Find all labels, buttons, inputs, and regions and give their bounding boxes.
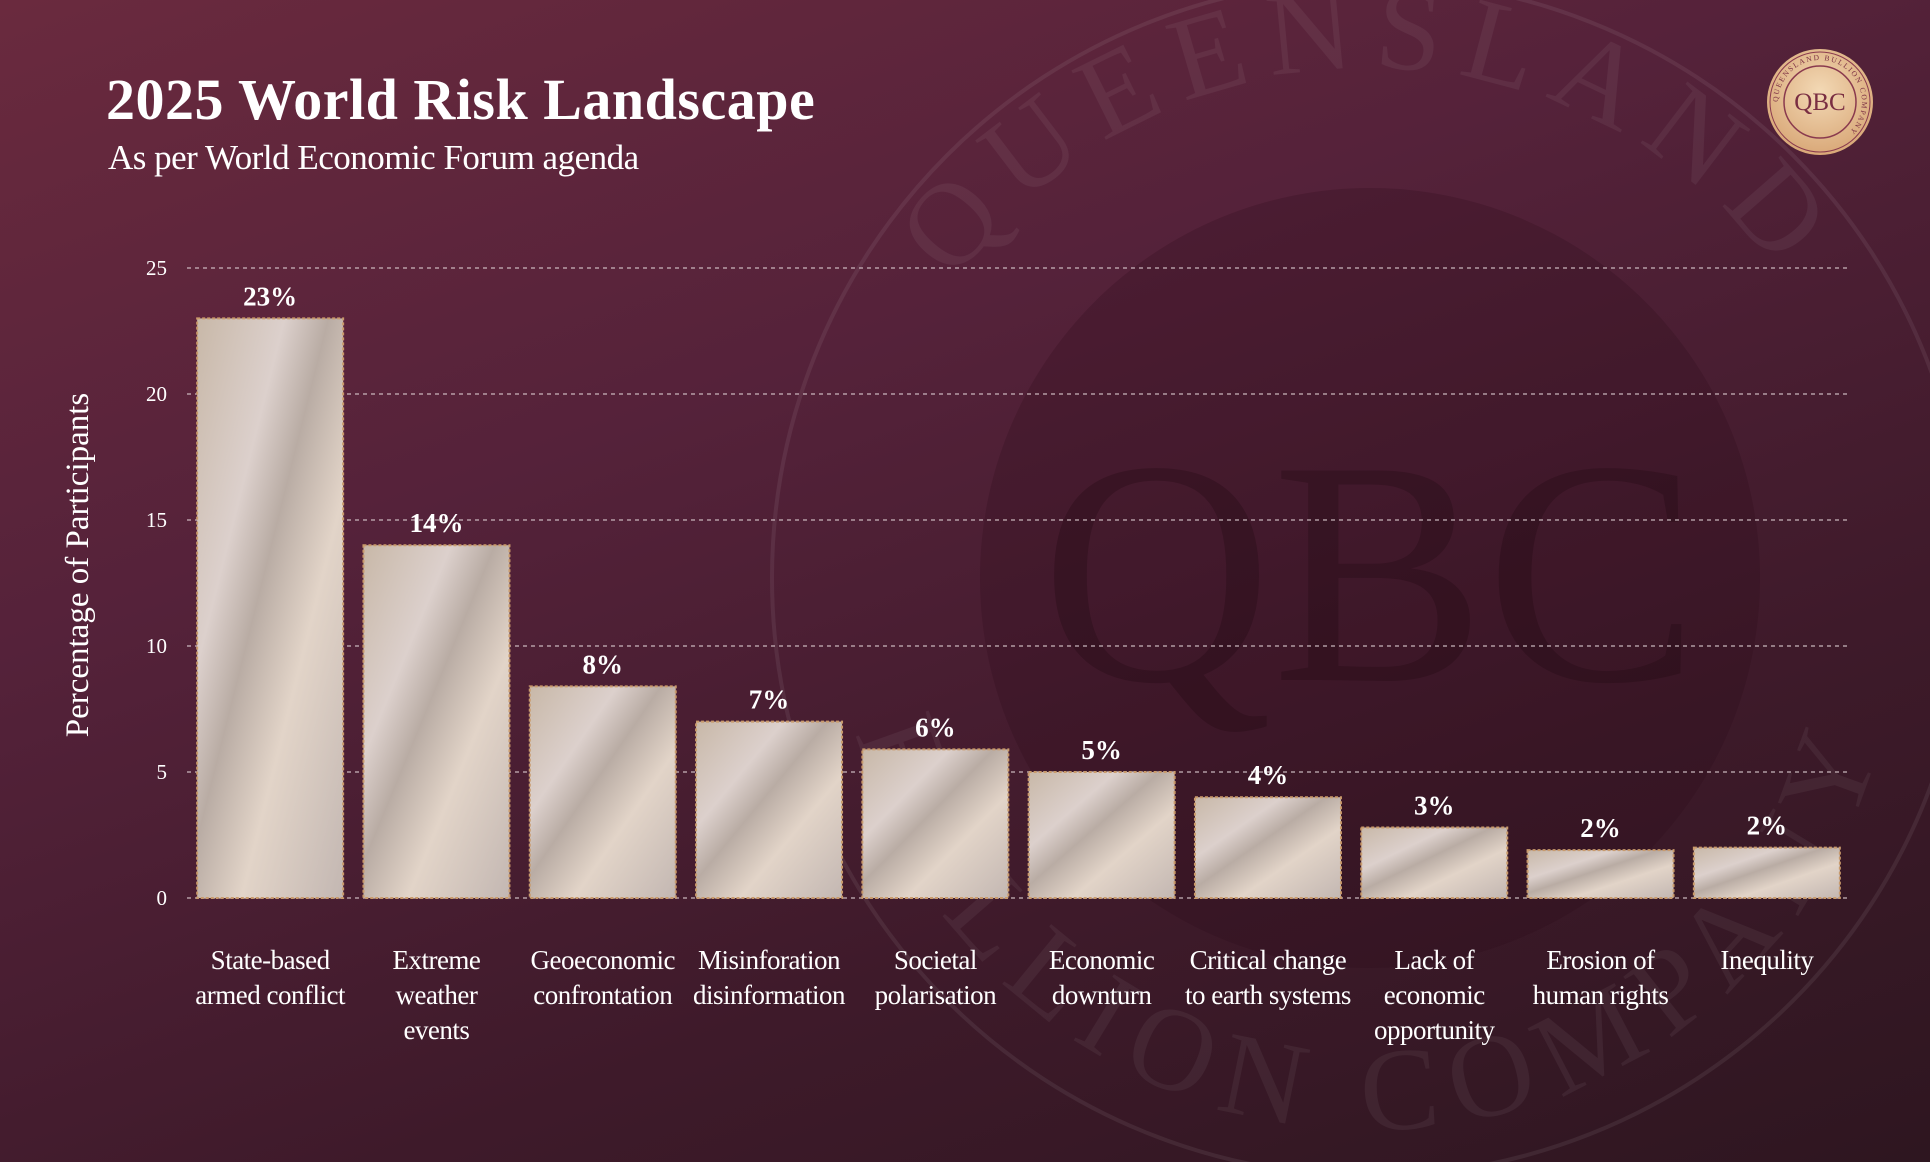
chart-title: 2025 World Risk Landscape: [106, 67, 816, 132]
data-labels: 23% 14% 8% 7% 6% 5% 4% 3% 2% 2%: [243, 281, 1787, 843]
bar: [1193, 796, 1342, 900]
data-label: 2%: [1580, 813, 1621, 843]
y-tick-label: 10: [146, 634, 167, 658]
bar: [1526, 849, 1675, 899]
x-tick-label: State-based armed conflict: [195, 945, 346, 1010]
y-tick-label: 15: [146, 508, 167, 532]
x-tick-label: Lack of economic opportunity: [1374, 945, 1495, 1045]
x-axis-labels: State-based armed conflict Extreme weather e…: [195, 945, 1815, 1045]
y-axis-ticks: 0 5 10 15 20 25: [146, 256, 167, 910]
qbc-logo: QUEENSLAND BULLION COMPANY QBC: [1767, 49, 1873, 155]
x-tick-label: Geoeconomic confrontation: [531, 945, 676, 1010]
x-tick-label: Economic downturn: [1049, 945, 1155, 1010]
data-label: 8%: [583, 649, 624, 679]
bar: [861, 748, 1010, 899]
x-tick-label: Inequlity: [1720, 945, 1814, 975]
bar: [196, 317, 345, 899]
bar: [1692, 846, 1841, 899]
data-label: 7%: [749, 685, 790, 715]
data-label: 23%: [243, 281, 297, 311]
y-axis-label: Percentage of Participants: [60, 393, 96, 738]
y-tick-label: 5: [157, 760, 168, 784]
x-tick-label: Extreme weather events: [392, 945, 480, 1045]
data-label: 5%: [1081, 735, 1122, 765]
data-label: 2%: [1747, 811, 1788, 841]
logo-monogram: QBC: [1794, 89, 1845, 116]
bar: [1027, 771, 1176, 899]
bar: [695, 720, 844, 899]
bar: [362, 544, 511, 899]
data-label: 4%: [1248, 760, 1289, 790]
x-tick-label: Erosion of human rights: [1533, 945, 1669, 1010]
x-tick-label: Societal polarisation: [875, 945, 997, 1010]
data-label: 3%: [1414, 790, 1455, 820]
x-tick-label: Misinforation disinformation: [693, 945, 846, 1010]
chart-subtitle: As per World Economic Forum agenda: [108, 138, 639, 177]
y-tick-label: 20: [146, 382, 167, 406]
bar: [528, 685, 677, 899]
x-tick-label: Critical change to earth systems: [1185, 945, 1351, 1010]
bar: [1360, 826, 1509, 899]
data-label: 6%: [915, 712, 956, 742]
y-tick-label: 25: [146, 256, 167, 280]
y-tick-label: 0: [157, 886, 168, 910]
data-label: 14%: [409, 508, 463, 538]
bars: [196, 317, 1841, 900]
